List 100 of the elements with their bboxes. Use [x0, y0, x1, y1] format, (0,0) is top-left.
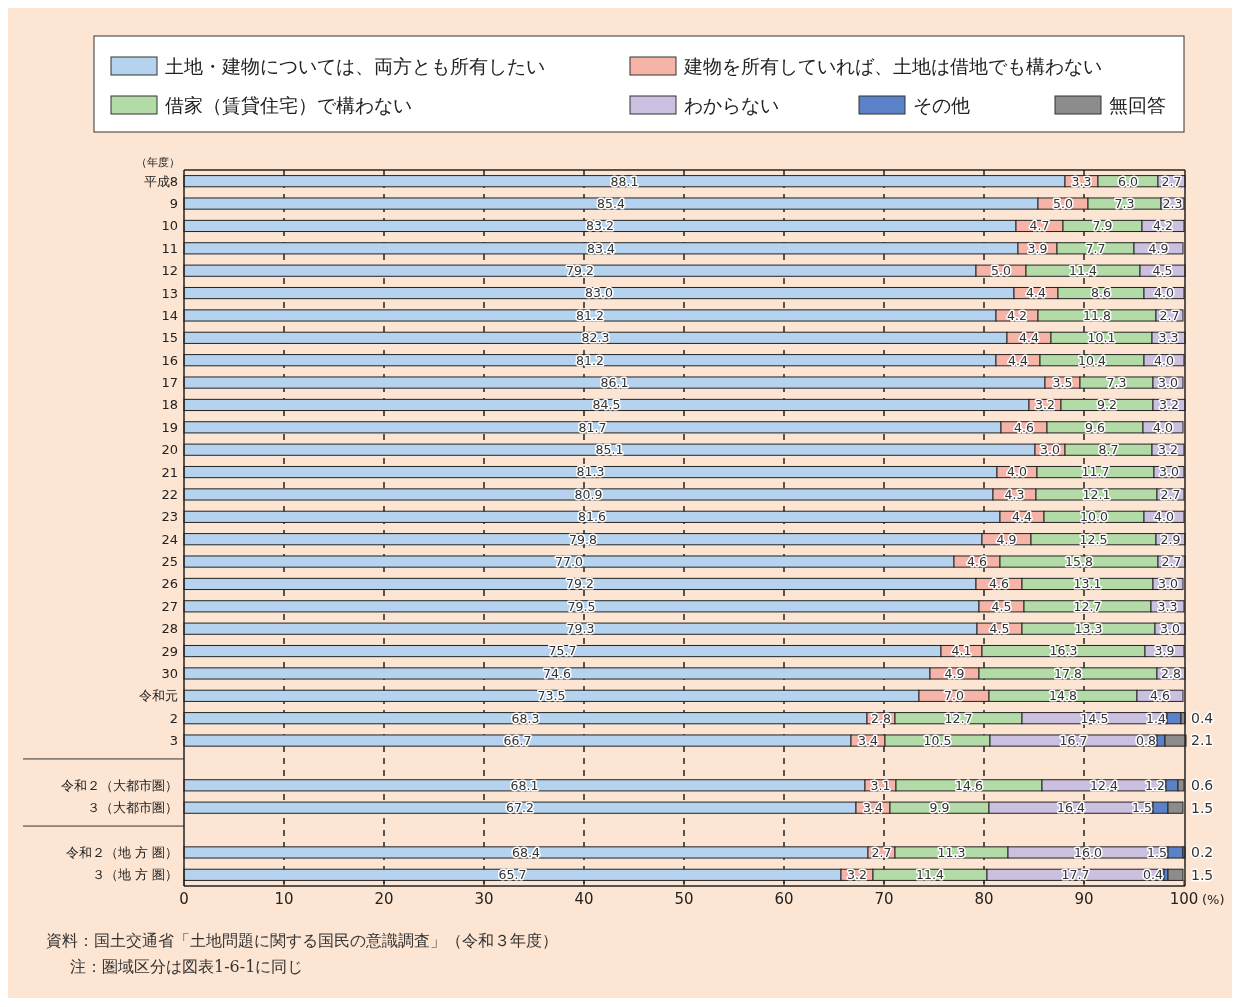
data-label: 10.0 [1080, 509, 1108, 525]
data-label: 81.3 [576, 464, 605, 480]
x-tick-label: 60 [774, 890, 794, 908]
data-label: 14.6 [955, 777, 983, 793]
data-label: 3.5 [1052, 374, 1073, 390]
data-label: 3.2 [1035, 397, 1055, 413]
y-tick-label: 20 [161, 442, 178, 458]
data-label: 11.8 [1083, 307, 1111, 323]
y-tick-label: 23 [161, 509, 178, 525]
data-label: 2.7 [1161, 553, 1182, 569]
data-label: 3.4 [863, 800, 883, 816]
data-label: 5.0 [1053, 195, 1073, 211]
data-label: 13.3 [1074, 621, 1103, 637]
y-tick-label: 27 [161, 598, 178, 614]
data-label: 1.4 [1146, 710, 1167, 726]
data-label: 4.0 [1154, 285, 1174, 301]
data-label: 2.7 [1160, 486, 1181, 502]
data-label: 14.8 [1049, 688, 1077, 704]
data-label: 5.0 [991, 263, 1011, 279]
data-label: 4.0 [1007, 464, 1027, 480]
data-label: 3.0 [1158, 576, 1178, 592]
data-label: 1.5 [1191, 799, 1214, 816]
data-label: 16.7 [1059, 732, 1088, 748]
data-label: 10.5 [923, 732, 952, 748]
data-label: 9.6 [1085, 419, 1105, 435]
data-label: 1.5 [1147, 844, 1167, 860]
legend-label: 建物を所有していれば、土地は借地でも構わない [683, 54, 1102, 77]
data-label: 81.2 [576, 307, 604, 323]
data-label: 3.4 [858, 732, 878, 748]
data-label: 0.6 [1191, 777, 1214, 794]
data-label: 82.3 [581, 330, 610, 346]
y-axis-title: （年度） [136, 156, 180, 169]
data-label: 2.7 [1161, 173, 1182, 189]
y-tick-label: 14 [161, 307, 178, 323]
y-tick-label: 15 [161, 330, 178, 346]
y-tick-label: 令和２（大都市圏） [61, 777, 178, 793]
y-tick-label: 3 [169, 733, 178, 749]
data-label: 4.0 [1153, 419, 1173, 435]
data-label: 2.7 [871, 844, 892, 860]
x-tick-label: 20 [374, 890, 394, 908]
data-label: 86.1 [600, 374, 629, 390]
data-label: 4.5 [1152, 263, 1173, 279]
y-tick-label: 11 [161, 240, 178, 256]
data-label: 4.6 [1014, 419, 1034, 435]
data-label: 4.3 [1004, 486, 1025, 502]
y-tick-label: 21 [161, 464, 178, 480]
data-label: 75.7 [548, 643, 577, 659]
data-label: 12.7 [944, 710, 973, 726]
data-label: 2.9 [1160, 531, 1181, 547]
legend-label: 無回答 [1109, 93, 1166, 116]
x-tick-label: 30 [474, 890, 494, 908]
data-label: 85.4 [597, 195, 625, 211]
data-label: 9.9 [929, 800, 950, 816]
data-label: 13.1 [1073, 576, 1102, 592]
y-tick-label: 16 [161, 352, 178, 368]
data-label: 4.6 [967, 553, 987, 569]
data-label: 12.7 [1073, 598, 1102, 614]
data-label: 4.6 [1150, 688, 1170, 704]
data-label: 16.0 [1074, 844, 1102, 860]
data-label: 68.1 [510, 777, 539, 793]
data-label: 79.3 [566, 621, 595, 637]
data-label: 11.4 [916, 867, 944, 883]
data-label: 81.7 [578, 419, 607, 435]
data-label: 16.3 [1049, 643, 1078, 659]
data-label: 7.3 [1114, 195, 1135, 211]
data-label: 8.7 [1098, 442, 1119, 458]
data-label: 74.6 [543, 665, 571, 681]
data-label: 84.5 [592, 397, 621, 413]
data-label: 12.5 [1079, 531, 1108, 547]
y-tick-label: 17 [161, 375, 178, 391]
data-label: 11.3 [937, 844, 966, 860]
text: 資料：国土交通省「土地問題に関する国民の意識調査」（令和３年度） [46, 931, 558, 950]
data-label: 0.4 [1191, 710, 1214, 727]
data-label: 68.4 [512, 844, 540, 860]
data-label: 83.0 [585, 285, 613, 301]
data-label: 3.2 [847, 867, 867, 883]
data-label: 3.0 [1160, 621, 1180, 637]
data-label: 4.6 [989, 576, 1009, 592]
y-tick-label: 令和元 [139, 688, 178, 704]
x-tick-label: 100 [1169, 890, 1199, 908]
data-label: 4.4 [1012, 509, 1032, 525]
data-label: 1.5 [1191, 866, 1214, 883]
data-label: 8.6 [1091, 285, 1111, 301]
data-label: 77.0 [555, 553, 583, 569]
y-tick-label: 12 [161, 263, 178, 279]
y-tick-label: 24 [161, 531, 178, 547]
data-label: 4.2 [1153, 218, 1173, 234]
data-label: 4.9 [1148, 240, 1169, 256]
data-label: 67.2 [506, 800, 534, 816]
data-label: 73.5 [537, 688, 566, 704]
data-label: 0.2 [1191, 844, 1214, 861]
data-label: 2.8 [1161, 665, 1181, 681]
y-tick-label: 29 [161, 643, 178, 659]
data-label: 2.8 [871, 710, 891, 726]
data-label: 3.0 [1040, 442, 1060, 458]
data-label: 0.4 [1143, 867, 1164, 883]
y-tick-label: 18 [161, 397, 178, 413]
data-label: 2.3 [1162, 195, 1183, 211]
data-label: 12.1 [1082, 486, 1111, 502]
data-label: 12.4 [1090, 777, 1118, 793]
